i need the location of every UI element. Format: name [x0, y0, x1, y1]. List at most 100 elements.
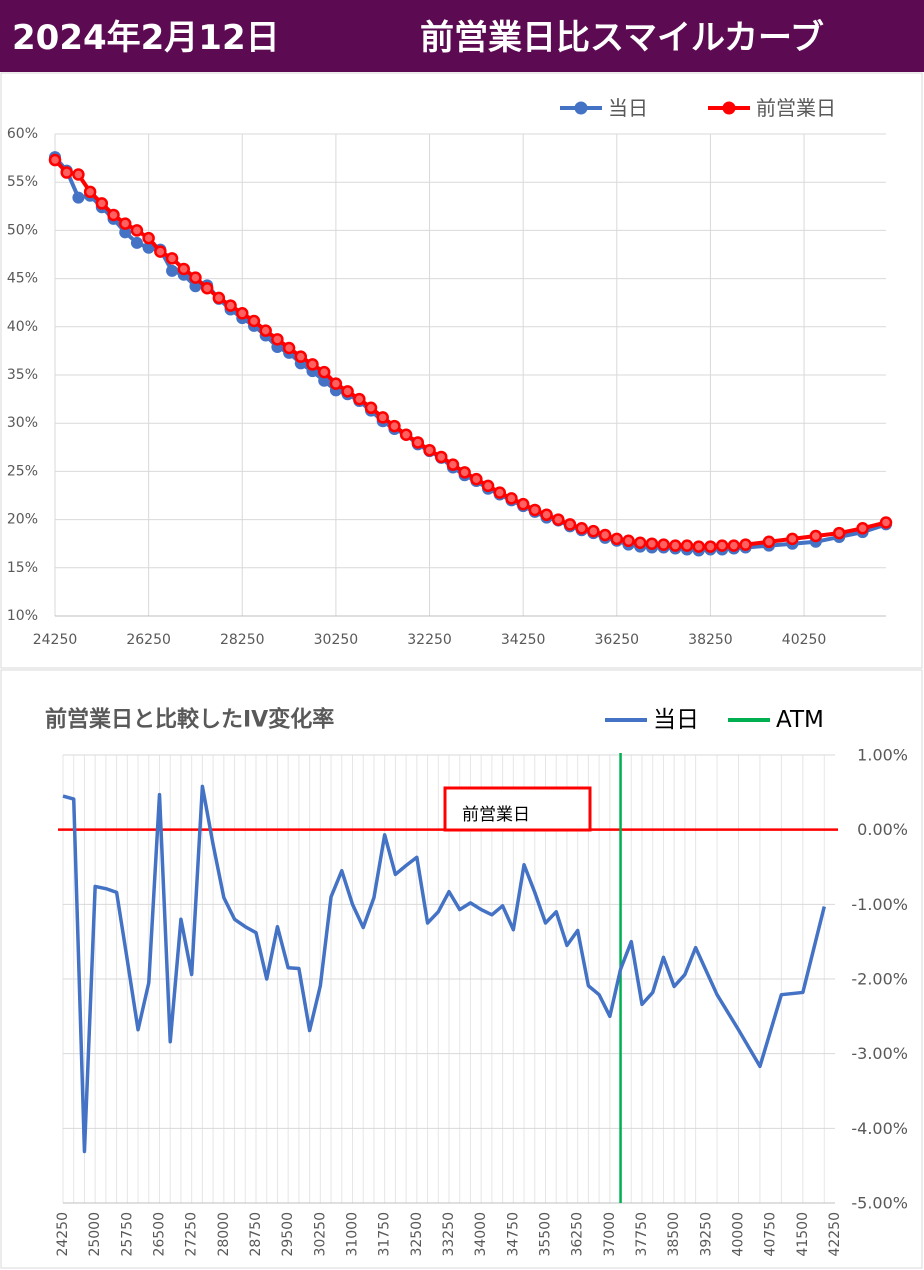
data-point [458, 466, 471, 479]
data-point [505, 492, 518, 505]
data-point [376, 411, 389, 424]
x-tick-label: 33250 [441, 1212, 457, 1257]
x-tick-label: 26250 [126, 632, 171, 648]
data-point [516, 497, 530, 511]
data-point [610, 532, 624, 546]
x-tick-label: 25750 [119, 1212, 135, 1257]
panel [0, 669, 923, 1269]
x-tick-label: 37000 [602, 1212, 618, 1257]
data-point [236, 307, 249, 320]
x-tick-label: 38250 [688, 632, 733, 648]
data-point [528, 503, 542, 517]
data-point [353, 392, 366, 406]
y-tick-label: 1.00% [857, 746, 908, 765]
data-point [212, 291, 226, 305]
x-tick-label: 28250 [220, 632, 265, 648]
data-point [540, 508, 553, 522]
data-point [306, 358, 319, 371]
data-point [739, 538, 752, 551]
x-tick-label: 40750 [763, 1212, 779, 1257]
data-point [142, 241, 155, 254]
y-tick-label: 15% [7, 560, 38, 576]
data-point [142, 231, 155, 245]
data-point [622, 534, 635, 548]
data-point [364, 401, 378, 415]
data-point [166, 264, 179, 277]
data-point [715, 539, 729, 552]
y-tick-label: -3.00% [851, 1044, 908, 1063]
data-point [809, 529, 823, 543]
annotation-label: 前営業日 [462, 805, 530, 825]
x-tick-label: 30250 [312, 1212, 328, 1257]
data-point [598, 528, 612, 542]
data-point [669, 539, 682, 552]
x-tick-label: 32250 [407, 632, 452, 648]
header-title: 前営業日比スマイルカーブ [420, 18, 824, 58]
data-point [493, 486, 507, 499]
legend-marker [722, 101, 736, 115]
x-tick-label: 34000 [473, 1212, 489, 1257]
x-tick-label: 37750 [634, 1212, 650, 1257]
data-point [271, 333, 284, 346]
y-tick-label: 25% [7, 463, 38, 479]
y-tick-label: -4.00% [851, 1119, 908, 1138]
data-point [341, 385, 354, 398]
y-tick-label: 60% [7, 126, 38, 142]
data-point [786, 532, 799, 546]
x-tick-label: 36250 [595, 632, 640, 648]
data-point [72, 168, 85, 181]
header-date: 2024年2月12日 [12, 18, 280, 58]
data-point [470, 472, 483, 486]
legend-label: ATM [776, 707, 824, 733]
data-point [247, 314, 261, 328]
y-tick-label: 50% [7, 222, 38, 238]
data-point [317, 365, 331, 379]
header-bar [0, 0, 924, 72]
data-point [282, 341, 296, 355]
data-point [423, 443, 436, 457]
x-tick-label: 31750 [377, 1212, 393, 1257]
data-point [411, 436, 425, 449]
y-tick-label: 40% [7, 319, 38, 335]
data-point [95, 197, 109, 210]
panel [0, 72, 923, 669]
x-tick-label: 39250 [698, 1212, 714, 1257]
x-tick-label: 31000 [345, 1212, 361, 1257]
y-tick-label: 30% [7, 415, 38, 431]
data-point [446, 458, 460, 471]
data-point [107, 208, 120, 222]
data-point [552, 513, 565, 526]
x-tick-label: 24250 [55, 1212, 71, 1257]
data-point [587, 524, 600, 538]
data-point [762, 535, 776, 549]
data-point [434, 450, 448, 464]
x-tick-label: 35500 [538, 1212, 554, 1257]
x-tick-label: 25000 [87, 1212, 103, 1257]
data-point [294, 350, 308, 363]
data-point [118, 217, 132, 230]
y-tick-label: 45% [7, 271, 38, 287]
x-tick-label: 27250 [184, 1212, 200, 1257]
data-point [72, 191, 85, 204]
x-tick-label: 40000 [731, 1212, 747, 1257]
data-point [832, 526, 846, 540]
data-point [645, 537, 659, 550]
data-point [165, 252, 179, 265]
legend-label: 前営業日 [756, 96, 836, 120]
data-point [200, 281, 214, 295]
data-point [259, 324, 272, 337]
data-point [704, 540, 717, 553]
y-tick-label: 20% [7, 512, 38, 528]
legend-label: 当日 [653, 707, 699, 733]
data-point [83, 185, 97, 199]
data-point [60, 166, 73, 179]
x-tick-label: 34250 [501, 632, 546, 648]
legend-marker [574, 101, 588, 115]
data-point [224, 299, 237, 312]
x-tick-label: 30250 [314, 632, 359, 648]
y-tick-label: -1.00% [851, 895, 908, 914]
x-tick-label: 32500 [409, 1212, 425, 1257]
data-point [48, 153, 62, 167]
x-tick-label: 28000 [216, 1212, 232, 1257]
